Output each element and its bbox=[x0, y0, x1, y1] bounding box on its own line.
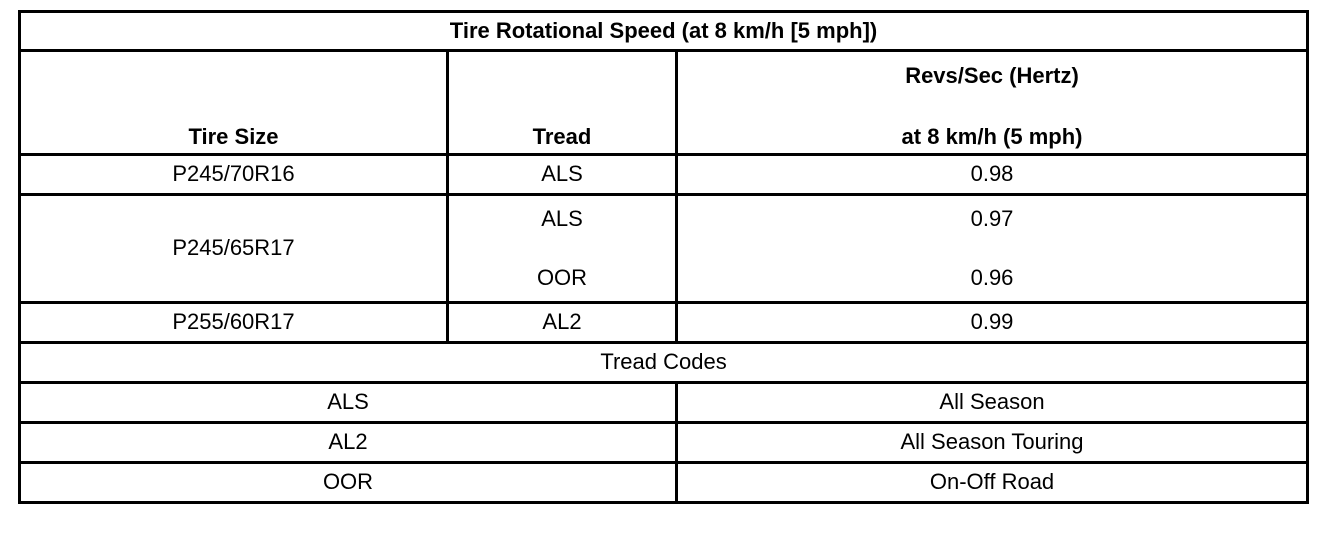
tread-cell: AL2 bbox=[446, 301, 678, 344]
header-revs-line1: Revs/Sec (Hertz) bbox=[905, 63, 1079, 88]
header-tire-size: Tire Size bbox=[188, 123, 279, 149]
revs-value: 0.96 bbox=[970, 265, 1014, 291]
table-title: Tire Rotational Speed (at 8 km/h [5 mph]… bbox=[17, 10, 1310, 52]
tire-rotational-speed-table: Tire Rotational Speed (at 8 km/h [5 mph]… bbox=[17, 10, 1310, 504]
revs-value: 0.97 bbox=[970, 205, 1014, 231]
table-row: P245/70R16 ALS 0.98 bbox=[18, 153, 1310, 196]
tread-codes-title-row: Tread Codes bbox=[17, 341, 1310, 384]
header-revs-cell: Revs/Sec (Hertz) at 8 km/h (5 mph) bbox=[674, 49, 1310, 156]
tread-cell: ALS OOR bbox=[446, 193, 678, 304]
tire-size-cell: P245/65R17 bbox=[18, 193, 449, 304]
revs-cell: 0.97 0.96 bbox=[674, 193, 1310, 304]
tread-code-description: All Season bbox=[674, 381, 1310, 424]
table-title-row: Tire Rotational Speed (at 8 km/h [5 mph]… bbox=[17, 10, 1310, 52]
header-tread-cell: Tread bbox=[446, 49, 678, 156]
tread-code: ALS bbox=[18, 381, 678, 424]
tread-code-row: ALS All Season bbox=[18, 381, 1310, 424]
header-row: Tire Size Tread Revs/Sec (Hertz) at 8 km… bbox=[18, 49, 1310, 156]
tread-code: AL2 bbox=[18, 421, 678, 464]
revs-cell: 0.99 bbox=[674, 301, 1310, 344]
tread-code-description: On-Off Road bbox=[674, 461, 1310, 504]
table-row: P245/65R17 ALS OOR 0.97 0.96 bbox=[18, 193, 1310, 304]
table-row: P255/60R17 AL2 0.99 bbox=[18, 301, 1310, 344]
tread-code-description: All Season Touring bbox=[674, 421, 1310, 464]
tread-code-row: OOR On-Off Road bbox=[18, 461, 1310, 504]
tread-code: OOR bbox=[18, 461, 678, 504]
header-revs-line2: at 8 km/h (5 mph) bbox=[901, 123, 1083, 149]
tire-size-cell: P255/60R17 bbox=[18, 301, 449, 344]
header-tire-size-cell: Tire Size bbox=[18, 49, 449, 156]
revs-cell: 0.98 bbox=[674, 153, 1310, 196]
header-tread: Tread bbox=[532, 123, 592, 149]
tread-value: ALS bbox=[541, 205, 583, 231]
tread-codes-title: Tread Codes bbox=[17, 341, 1310, 384]
tread-cell: ALS bbox=[446, 153, 678, 196]
tread-code-row: AL2 All Season Touring bbox=[18, 421, 1310, 464]
tire-size-cell: P245/70R16 bbox=[18, 153, 449, 196]
tread-value: OOR bbox=[536, 265, 588, 291]
